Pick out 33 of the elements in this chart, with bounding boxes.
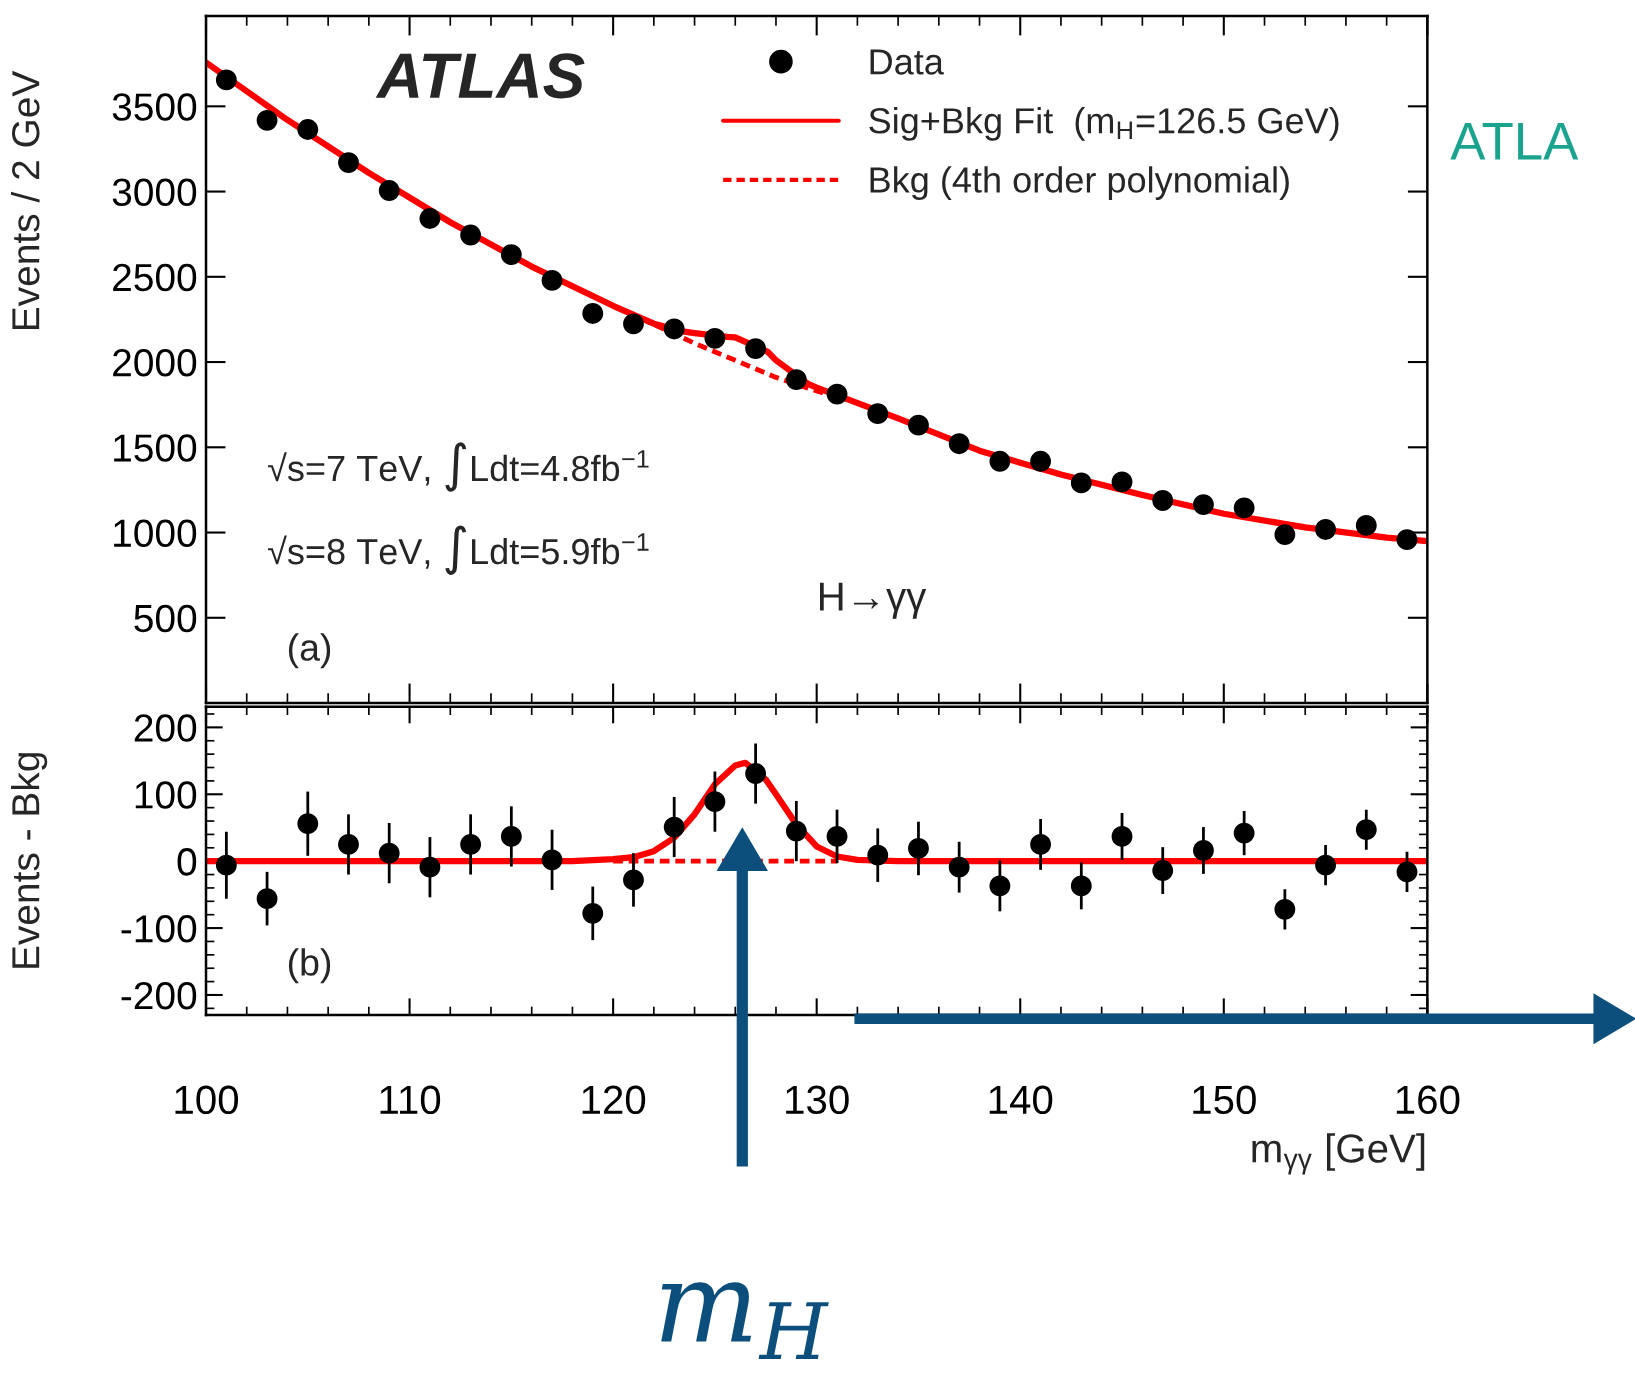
legend-label: Data [870,49,944,75]
y-tick-label: 2000 [113,348,197,377]
y-tick-label: 1500 [114,434,197,462]
y-tick-label: 0 [177,848,197,876]
y-tick-label: -100 [121,915,197,943]
y-tick-label: 2500 [113,263,197,292]
x-tick-label: 130 [786,1085,849,1115]
y-tick-label: 100 [135,781,197,809]
x-tick-label: 140 [989,1085,1053,1115]
text: m$_{H}$ [661,1282,829,1359]
y-axis-title: Events - Bkg [10,753,48,968]
x-tick-label: 120 [582,1085,646,1115]
annotation: H→γγ [819,582,927,619]
annotation: √s=8 TeV, ∫Ldt=5.9fb$^{−1}$ [267,525,649,575]
y-axis-title: Events / 2 GeV [10,70,40,330]
legend-label: Bkg (4th order polynomial) [870,166,1289,200]
x-tick-label: 110 [380,1085,441,1115]
y-tick-label: -200 [121,981,197,1010]
legend-label: Sig+Bkg Fit (m$_{H}$=126.5 GeV) [869,107,1339,141]
x-axis-title: m$_{γγ}$ [GeV] [1252,1133,1425,1175]
x-tick-label: 150 [1193,1085,1256,1115]
x-tick-label: 160 [1396,1085,1460,1115]
text: ATLA [1450,123,1579,160]
annotation: (a) [288,633,331,669]
annotation: ATLAS [375,53,585,99]
y-tick-label: 500 [134,604,197,633]
y-tick-label: 1000 [114,519,197,548]
y-tick-label: 3000 [112,178,197,207]
y-tick-label: 3500 [112,93,197,121]
y-tick-label: 200 [134,714,197,742]
annotation: √s=7 TeV, ∫Ldt=4.8fb$^{−1}$ [267,442,649,492]
x-tick-label: 100 [175,1085,239,1115]
annotation: (b) [288,948,331,984]
